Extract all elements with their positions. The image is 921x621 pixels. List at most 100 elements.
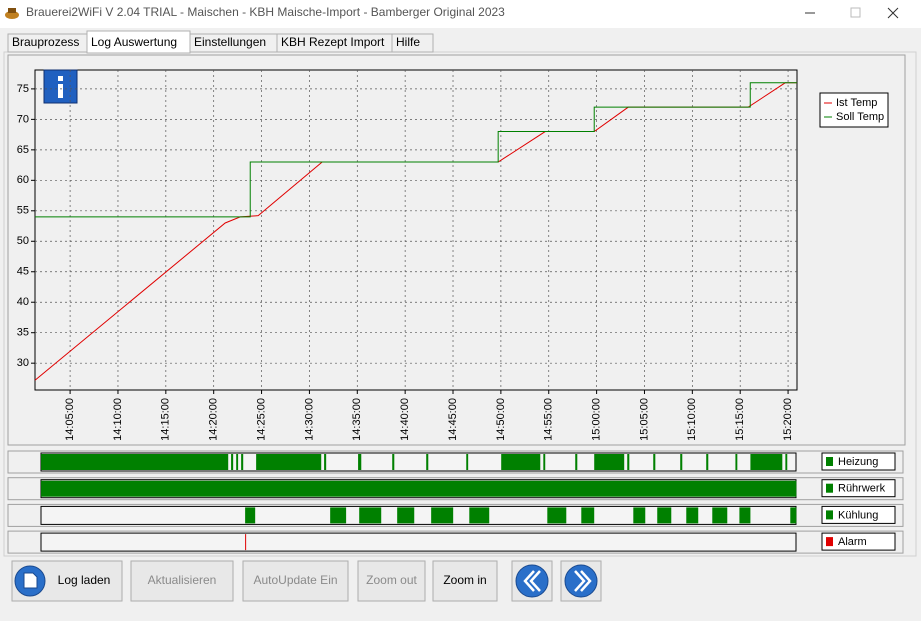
status-segment bbox=[330, 507, 347, 524]
x-tick-label: 15:15:00 bbox=[734, 398, 746, 441]
status-track bbox=[40, 532, 797, 552]
button bbox=[357, 560, 426, 602]
button-label[interactable]: Log laden bbox=[58, 573, 111, 587]
y-tick-label: 50 bbox=[17, 235, 29, 247]
status-segment bbox=[581, 507, 595, 524]
status-segment bbox=[633, 507, 646, 524]
status-legend-swatch bbox=[826, 483, 833, 493]
series-line bbox=[34, 82, 797, 381]
status-segment bbox=[739, 507, 751, 524]
y-tick-label: 65 bbox=[17, 144, 29, 156]
status-legend-box bbox=[821, 532, 896, 551]
x-tick-label: 14:45:00 bbox=[447, 398, 459, 441]
x-tick-label: 14:10:00 bbox=[112, 398, 124, 441]
button bbox=[130, 560, 234, 602]
legend-label: Soll Temp bbox=[836, 111, 884, 123]
plot-area bbox=[34, 69, 798, 391]
x-tick-label: 14:55:00 bbox=[543, 398, 555, 441]
x-tick-label: 14:25:00 bbox=[255, 398, 267, 441]
status-segment bbox=[358, 454, 362, 470]
status-segment bbox=[236, 454, 239, 470]
status-label: Kühlung bbox=[838, 509, 878, 521]
button-label: Aktualisieren bbox=[148, 573, 217, 587]
title-bar bbox=[0, 0, 921, 28]
nav-arrow[interactable] bbox=[523, 570, 541, 592]
status-segment bbox=[469, 507, 490, 524]
status-segment bbox=[431, 507, 454, 524]
x-tick-label: 14:05:00 bbox=[64, 398, 76, 441]
y-tick-label: 70 bbox=[17, 113, 29, 125]
x-tick-label: 14:50:00 bbox=[495, 398, 507, 441]
x-tick-label: 15:10:00 bbox=[686, 398, 698, 441]
button-label[interactable]: Zoom in bbox=[443, 573, 486, 587]
series-line bbox=[35, 82, 797, 218]
status-segment bbox=[501, 454, 541, 470]
status-segment bbox=[41, 454, 229, 470]
window-title: Brauerei2WiFi V 2.04 TRIAL - Maischen - … bbox=[26, 5, 505, 19]
status-segment bbox=[231, 454, 234, 470]
status-legend-swatch bbox=[826, 537, 833, 547]
y-tick-label: 75 bbox=[17, 83, 29, 95]
y-tick-label: 30 bbox=[17, 357, 29, 369]
status-legend-swatch bbox=[826, 457, 833, 466]
x-tick-label: 15:00:00 bbox=[591, 398, 603, 441]
status-legend-box bbox=[821, 505, 896, 524]
y-tick-label: 60 bbox=[17, 174, 29, 186]
status-segment bbox=[594, 454, 625, 470]
button-label: Zoom out bbox=[366, 573, 417, 587]
tab-label[interactable]: Brauprozess bbox=[12, 35, 79, 49]
button-icon[interactable] bbox=[23, 572, 38, 589]
y-tick-label: 35 bbox=[17, 327, 29, 339]
x-tick-label: 14:15:00 bbox=[160, 398, 172, 441]
status-segment bbox=[426, 454, 429, 470]
status-segment bbox=[543, 454, 546, 470]
status-segment bbox=[735, 454, 738, 470]
close-button[interactable] bbox=[887, 7, 899, 19]
tab[interactable] bbox=[391, 33, 434, 53]
status-segment bbox=[657, 507, 672, 524]
status-segment bbox=[750, 454, 783, 470]
nav-arrow[interactable] bbox=[574, 570, 592, 592]
tab-label[interactable]: KBH Rezept Import bbox=[281, 35, 385, 49]
status-segment bbox=[256, 454, 322, 470]
status-segment bbox=[466, 454, 469, 470]
status-track bbox=[40, 505, 797, 525]
status-segment bbox=[41, 480, 797, 497]
nav-icon[interactable] bbox=[564, 564, 598, 598]
legend-label: Ist Temp bbox=[836, 97, 877, 109]
tab-label[interactable]: Log Auswertung bbox=[91, 35, 177, 49]
x-tick-label: 14:20:00 bbox=[208, 398, 220, 441]
status-segment bbox=[324, 454, 327, 470]
status-segment bbox=[575, 454, 578, 470]
status-label: Heizung bbox=[838, 456, 878, 468]
status-segment bbox=[547, 507, 567, 524]
status-segment bbox=[785, 454, 788, 470]
status-segment bbox=[712, 507, 728, 524]
status-legend-swatch bbox=[826, 510, 833, 520]
tab-label[interactable]: Hilfe bbox=[396, 35, 420, 49]
legend-box bbox=[819, 92, 889, 128]
y-tick-label: 55 bbox=[17, 205, 29, 217]
status-segment bbox=[359, 507, 382, 524]
status-segment bbox=[627, 454, 630, 470]
app-icon bbox=[5, 8, 19, 19]
x-tick-label: 14:40:00 bbox=[399, 398, 411, 441]
tab-label[interactable]: Einstellungen bbox=[194, 35, 266, 49]
info-icon[interactable] bbox=[43, 69, 78, 104]
x-tick-label: 14:35:00 bbox=[351, 398, 363, 441]
status-segment bbox=[790, 507, 797, 524]
button[interactable] bbox=[432, 560, 498, 602]
status-segment bbox=[397, 507, 415, 524]
maximize-button[interactable] bbox=[850, 7, 861, 18]
status-segment bbox=[686, 507, 699, 524]
status-legend-box bbox=[821, 479, 896, 498]
status-segment bbox=[706, 454, 709, 470]
y-tick-label: 45 bbox=[17, 266, 29, 278]
status-segment bbox=[392, 454, 395, 470]
x-tick-label: 14:30:00 bbox=[303, 398, 315, 441]
status-label: Alarm bbox=[838, 536, 867, 548]
status-segment bbox=[245, 507, 256, 524]
button bbox=[242, 560, 349, 602]
